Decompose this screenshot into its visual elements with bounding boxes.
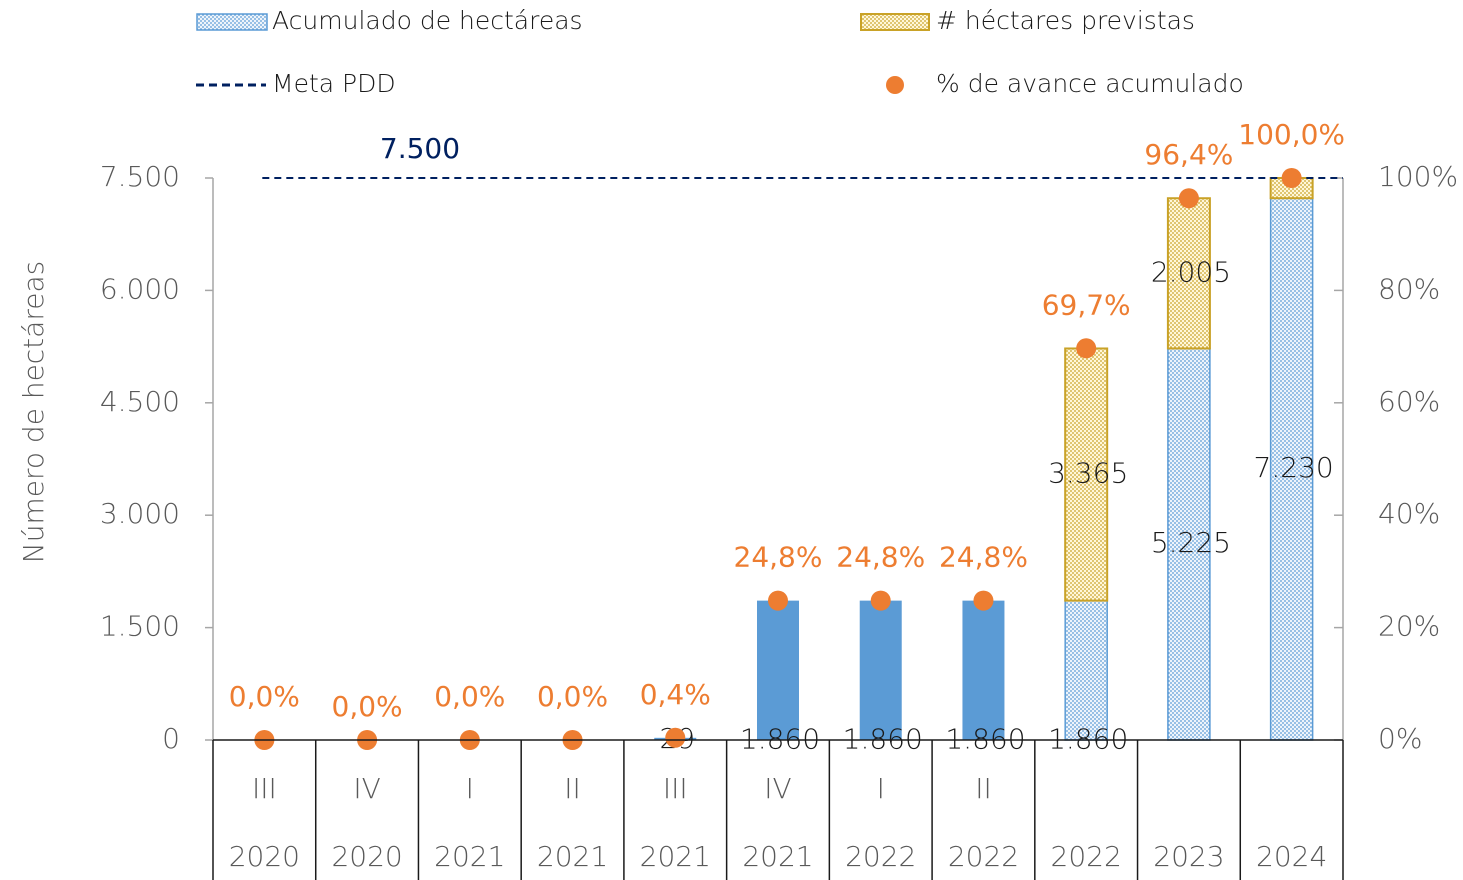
- point-label: 69,7%: [1042, 288, 1131, 321]
- point-label: 0,4%: [640, 678, 711, 711]
- legend-swatch: [860, 13, 930, 31]
- point: [665, 727, 686, 748]
- x-tick-label: I: [466, 772, 474, 805]
- x-group-label: 2021: [537, 840, 608, 873]
- y-tick-label: 3.000: [100, 497, 180, 530]
- bar: [1269, 197, 1314, 741]
- y2-tick-label: 60%: [1378, 385, 1440, 418]
- point-label: 24,8%: [939, 541, 1028, 574]
- bar: [1064, 599, 1108, 741]
- legend-label: Acumulado de hectáreas: [272, 6, 583, 35]
- point: [973, 590, 994, 611]
- point-label: 0,0%: [332, 690, 403, 723]
- bar: [859, 600, 902, 740]
- y2-tick-label: 100%: [1378, 160, 1458, 193]
- point: [1178, 188, 1199, 209]
- x-group-label: 2021: [640, 840, 711, 873]
- x-group-label: 2021: [742, 840, 813, 873]
- y-tick-label: 0: [162, 722, 180, 755]
- y2-tick-label: 40%: [1378, 497, 1440, 530]
- legend-swatch: [196, 13, 268, 31]
- target-label: 7.500: [380, 132, 460, 165]
- x-tick-label: II: [564, 772, 581, 805]
- legend-label: Meta PDD: [272, 69, 396, 98]
- x-tick-label: III: [663, 772, 688, 805]
- x-group-label: 2024: [1256, 840, 1327, 873]
- x-tick-label: III: [252, 772, 277, 805]
- y-tick-label: 4.500: [100, 385, 180, 418]
- data-label: 3.365: [1048, 457, 1128, 490]
- bar: [757, 600, 799, 740]
- point: [1076, 338, 1097, 359]
- point-label: 100,0%: [1238, 118, 1345, 151]
- legend-label: # héctares previstas: [936, 6, 1195, 35]
- x-group-label: 2020: [331, 840, 402, 873]
- legend-swatch: [886, 76, 904, 94]
- data-label: 2.005: [1151, 255, 1231, 288]
- y-tick-label: 6.000: [100, 272, 180, 305]
- x-group-label: 2022: [948, 840, 1019, 873]
- y-tick-label: 7.500: [100, 160, 180, 193]
- x-tick-label: II: [975, 772, 992, 805]
- x-tick-label: IV: [764, 772, 791, 805]
- x-group-label: 2023: [1153, 840, 1224, 873]
- point-label: 24,8%: [836, 541, 925, 574]
- y2-tick-label: 20%: [1378, 610, 1440, 643]
- data-label: 1.860: [945, 722, 1025, 755]
- data-label: 1.860: [740, 722, 820, 755]
- y-tick-label: 1.500: [100, 610, 180, 643]
- x-group-label: 2022: [1051, 840, 1122, 873]
- y-axis-label: Número de hectáreas: [17, 261, 50, 563]
- data-label: 5.225: [1151, 526, 1231, 559]
- x-tick-label: IV: [353, 772, 380, 805]
- x-group-label: 2020: [229, 840, 300, 873]
- y2-tick-label: 0%: [1378, 722, 1422, 755]
- point-label: 96,4%: [1144, 138, 1233, 171]
- point-label: 0,0%: [537, 680, 608, 713]
- point: [870, 590, 891, 611]
- data-label: 7.230: [1254, 451, 1334, 484]
- x-tick-label: I: [877, 772, 885, 805]
- x-group-label: 2022: [845, 840, 916, 873]
- point-label: 0,0%: [229, 680, 300, 713]
- legend-label: % de avance acumulado: [936, 69, 1244, 98]
- bar: [1167, 347, 1211, 741]
- point: [768, 590, 788, 611]
- point: [1281, 168, 1302, 188]
- x-group-label: 2021: [434, 840, 505, 873]
- bar: [962, 600, 1005, 740]
- point-label: 24,8%: [734, 541, 823, 574]
- data-label: 1.860: [1048, 722, 1128, 755]
- point-label: 0,0%: [434, 680, 505, 713]
- y2-tick-label: 80%: [1378, 272, 1440, 305]
- data-label: 1.860: [843, 722, 923, 755]
